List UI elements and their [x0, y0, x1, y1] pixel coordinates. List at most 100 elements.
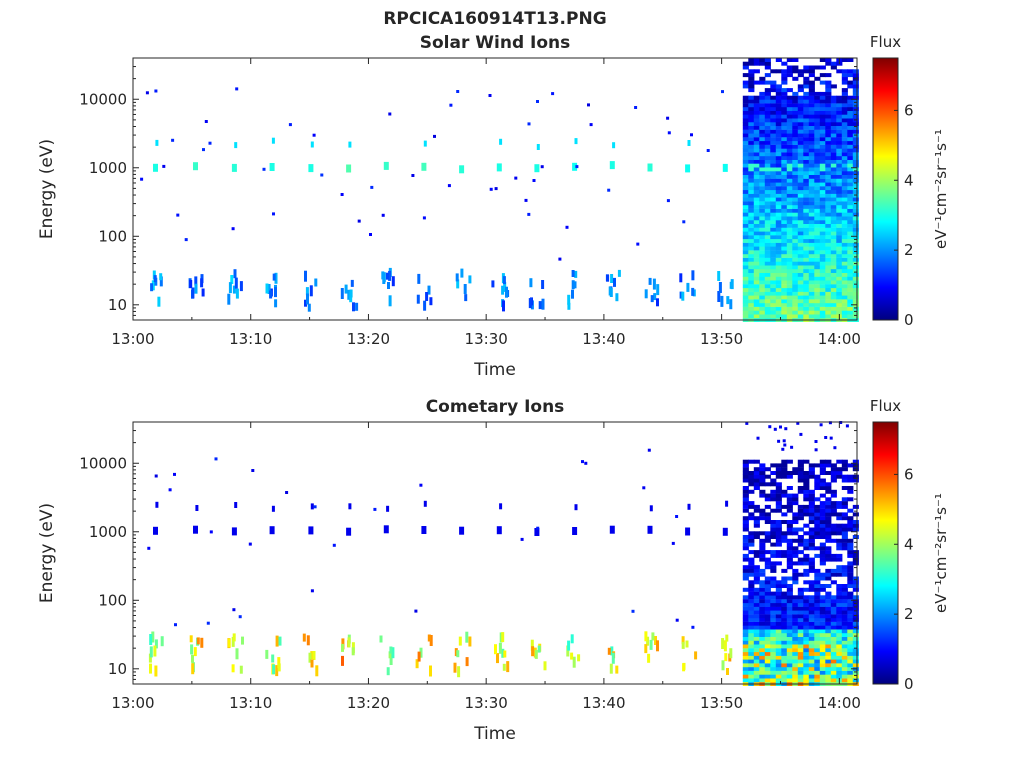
flux-cell-828 [814, 546, 821, 551]
flux-cell-118 [609, 288, 613, 297]
flux-cell-953 [830, 659, 837, 664]
flux-cell-604 [775, 302, 782, 307]
flux-cell-282 [748, 280, 755, 285]
flux-cell-1388 [841, 287, 848, 292]
flux-cell-131 [648, 277, 652, 285]
flux-cell-1108 [847, 595, 854, 600]
flux-cell-162 [532, 179, 536, 182]
flux-cell-190 [312, 133, 316, 137]
flux-cell-1412 [841, 197, 848, 202]
flux-cell-220 [742, 269, 749, 273]
flux-cell-43 [304, 299, 307, 307]
flux-cell-483 [764, 265, 771, 270]
flux-cell-1194 [796, 421, 800, 425]
flux-cell-977 [803, 125, 810, 130]
flux-cell-1048 [808, 107, 815, 111]
flux-cell-1184 [828, 421, 832, 425]
flux-cell-464 [759, 91, 766, 96]
flux-cell-832 [792, 186, 799, 191]
flux-cell-501 [764, 197, 771, 202]
flux-cell-1480 [847, 193, 854, 198]
flux-cell-503 [764, 189, 771, 194]
flux-cell-519 [764, 129, 771, 134]
flux-cell-1333 [836, 257, 843, 262]
flux-cell-169 [551, 92, 555, 96]
flux-cell-722 [781, 103, 788, 108]
flux-cell-1551 [852, 171, 859, 175]
flux-cell-1173 [819, 125, 826, 130]
flux-cell-1006 [836, 625, 843, 630]
flux-cell-680 [797, 557, 804, 562]
flux-cell-1418 [841, 174, 848, 179]
flux-cell-540 [781, 591, 788, 596]
flux-cell-602 [786, 501, 793, 506]
flux-cell-294 [753, 625, 760, 630]
flux-cell-2 [159, 276, 163, 287]
flux-cell-198 [742, 610, 749, 615]
flux-cell-654 [775, 114, 782, 119]
flux-cell-22 [231, 636, 235, 647]
flux-cell-1266 [830, 272, 837, 277]
flux-cell-864 [819, 606, 826, 611]
flux-cell-1358 [836, 163, 843, 168]
flux-cell-1357 [836, 167, 843, 172]
flux-cell-223 [742, 257, 749, 262]
flux-cell-807 [814, 640, 821, 645]
flux-cell-903 [825, 655, 832, 660]
flux-cell-1087 [814, 212, 821, 217]
flux-cell-177 [494, 187, 498, 191]
flux-cell-554 [770, 250, 777, 255]
flux-cell-175 [288, 123, 292, 127]
flux-cell-1151 [819, 208, 826, 213]
flux-cell-1487 [847, 167, 854, 172]
flux-cell-90 [506, 661, 510, 673]
flux-cell-544 [781, 568, 788, 573]
flux-cell-1139 [852, 659, 859, 664]
flux-cell-509 [775, 489, 782, 494]
y-tick-label: 1000 [89, 159, 127, 177]
flux-cell-1017 [808, 223, 815, 228]
flux-cell-722 [803, 587, 810, 592]
flux-cell-986 [830, 478, 837, 483]
flux-cell-927 [803, 314, 810, 319]
flux-cell-1095 [847, 644, 854, 649]
flux-cell-866 [797, 302, 804, 307]
flux-cell-468 [759, 58, 766, 62]
flux-cell-493 [775, 580, 782, 585]
flux-cell-186 [575, 165, 579, 169]
flux-cell-553 [781, 493, 788, 498]
flux-cell-1057 [841, 606, 848, 611]
flux-cell-737 [803, 497, 810, 502]
flux-cell-558 [781, 463, 788, 468]
flux-cell-1128 [847, 489, 854, 494]
flux-cell-916 [825, 606, 832, 611]
flux-cell-960 [803, 189, 810, 194]
flux-cell-824 [792, 216, 799, 221]
flux-cell-1109 [814, 129, 821, 134]
flux-cell-948 [803, 235, 810, 240]
flux-cell-799 [814, 670, 821, 675]
flux-cell-508 [764, 171, 771, 175]
flux-cell-696 [781, 201, 788, 206]
flux-cell-1103 [814, 152, 821, 157]
flux-cell-834 [792, 178, 799, 183]
flux-cell-95 [494, 644, 497, 655]
flux-cell-549 [781, 531, 788, 536]
flux-cell-269 [748, 516, 755, 521]
flux-cell-721 [781, 107, 788, 111]
flux-cell-624 [775, 227, 782, 232]
flux-cell-1279 [830, 223, 837, 228]
flux-cell-809 [792, 272, 799, 277]
flux-cell-1501 [847, 114, 854, 119]
flux-cell-777 [808, 546, 815, 551]
flux-cell-873 [819, 557, 826, 562]
flux-cell-622 [792, 633, 799, 637]
flux-cell-321 [753, 478, 760, 483]
flux-cell-936 [803, 280, 810, 285]
flux-cell-718 [781, 118, 788, 123]
flux-cell-510 [764, 163, 771, 168]
flux-cell-1518 [852, 295, 859, 300]
y-tick-label: 100 [98, 227, 127, 245]
flux-cell-1022 [808, 204, 815, 209]
flux-cell-1336 [836, 246, 843, 251]
